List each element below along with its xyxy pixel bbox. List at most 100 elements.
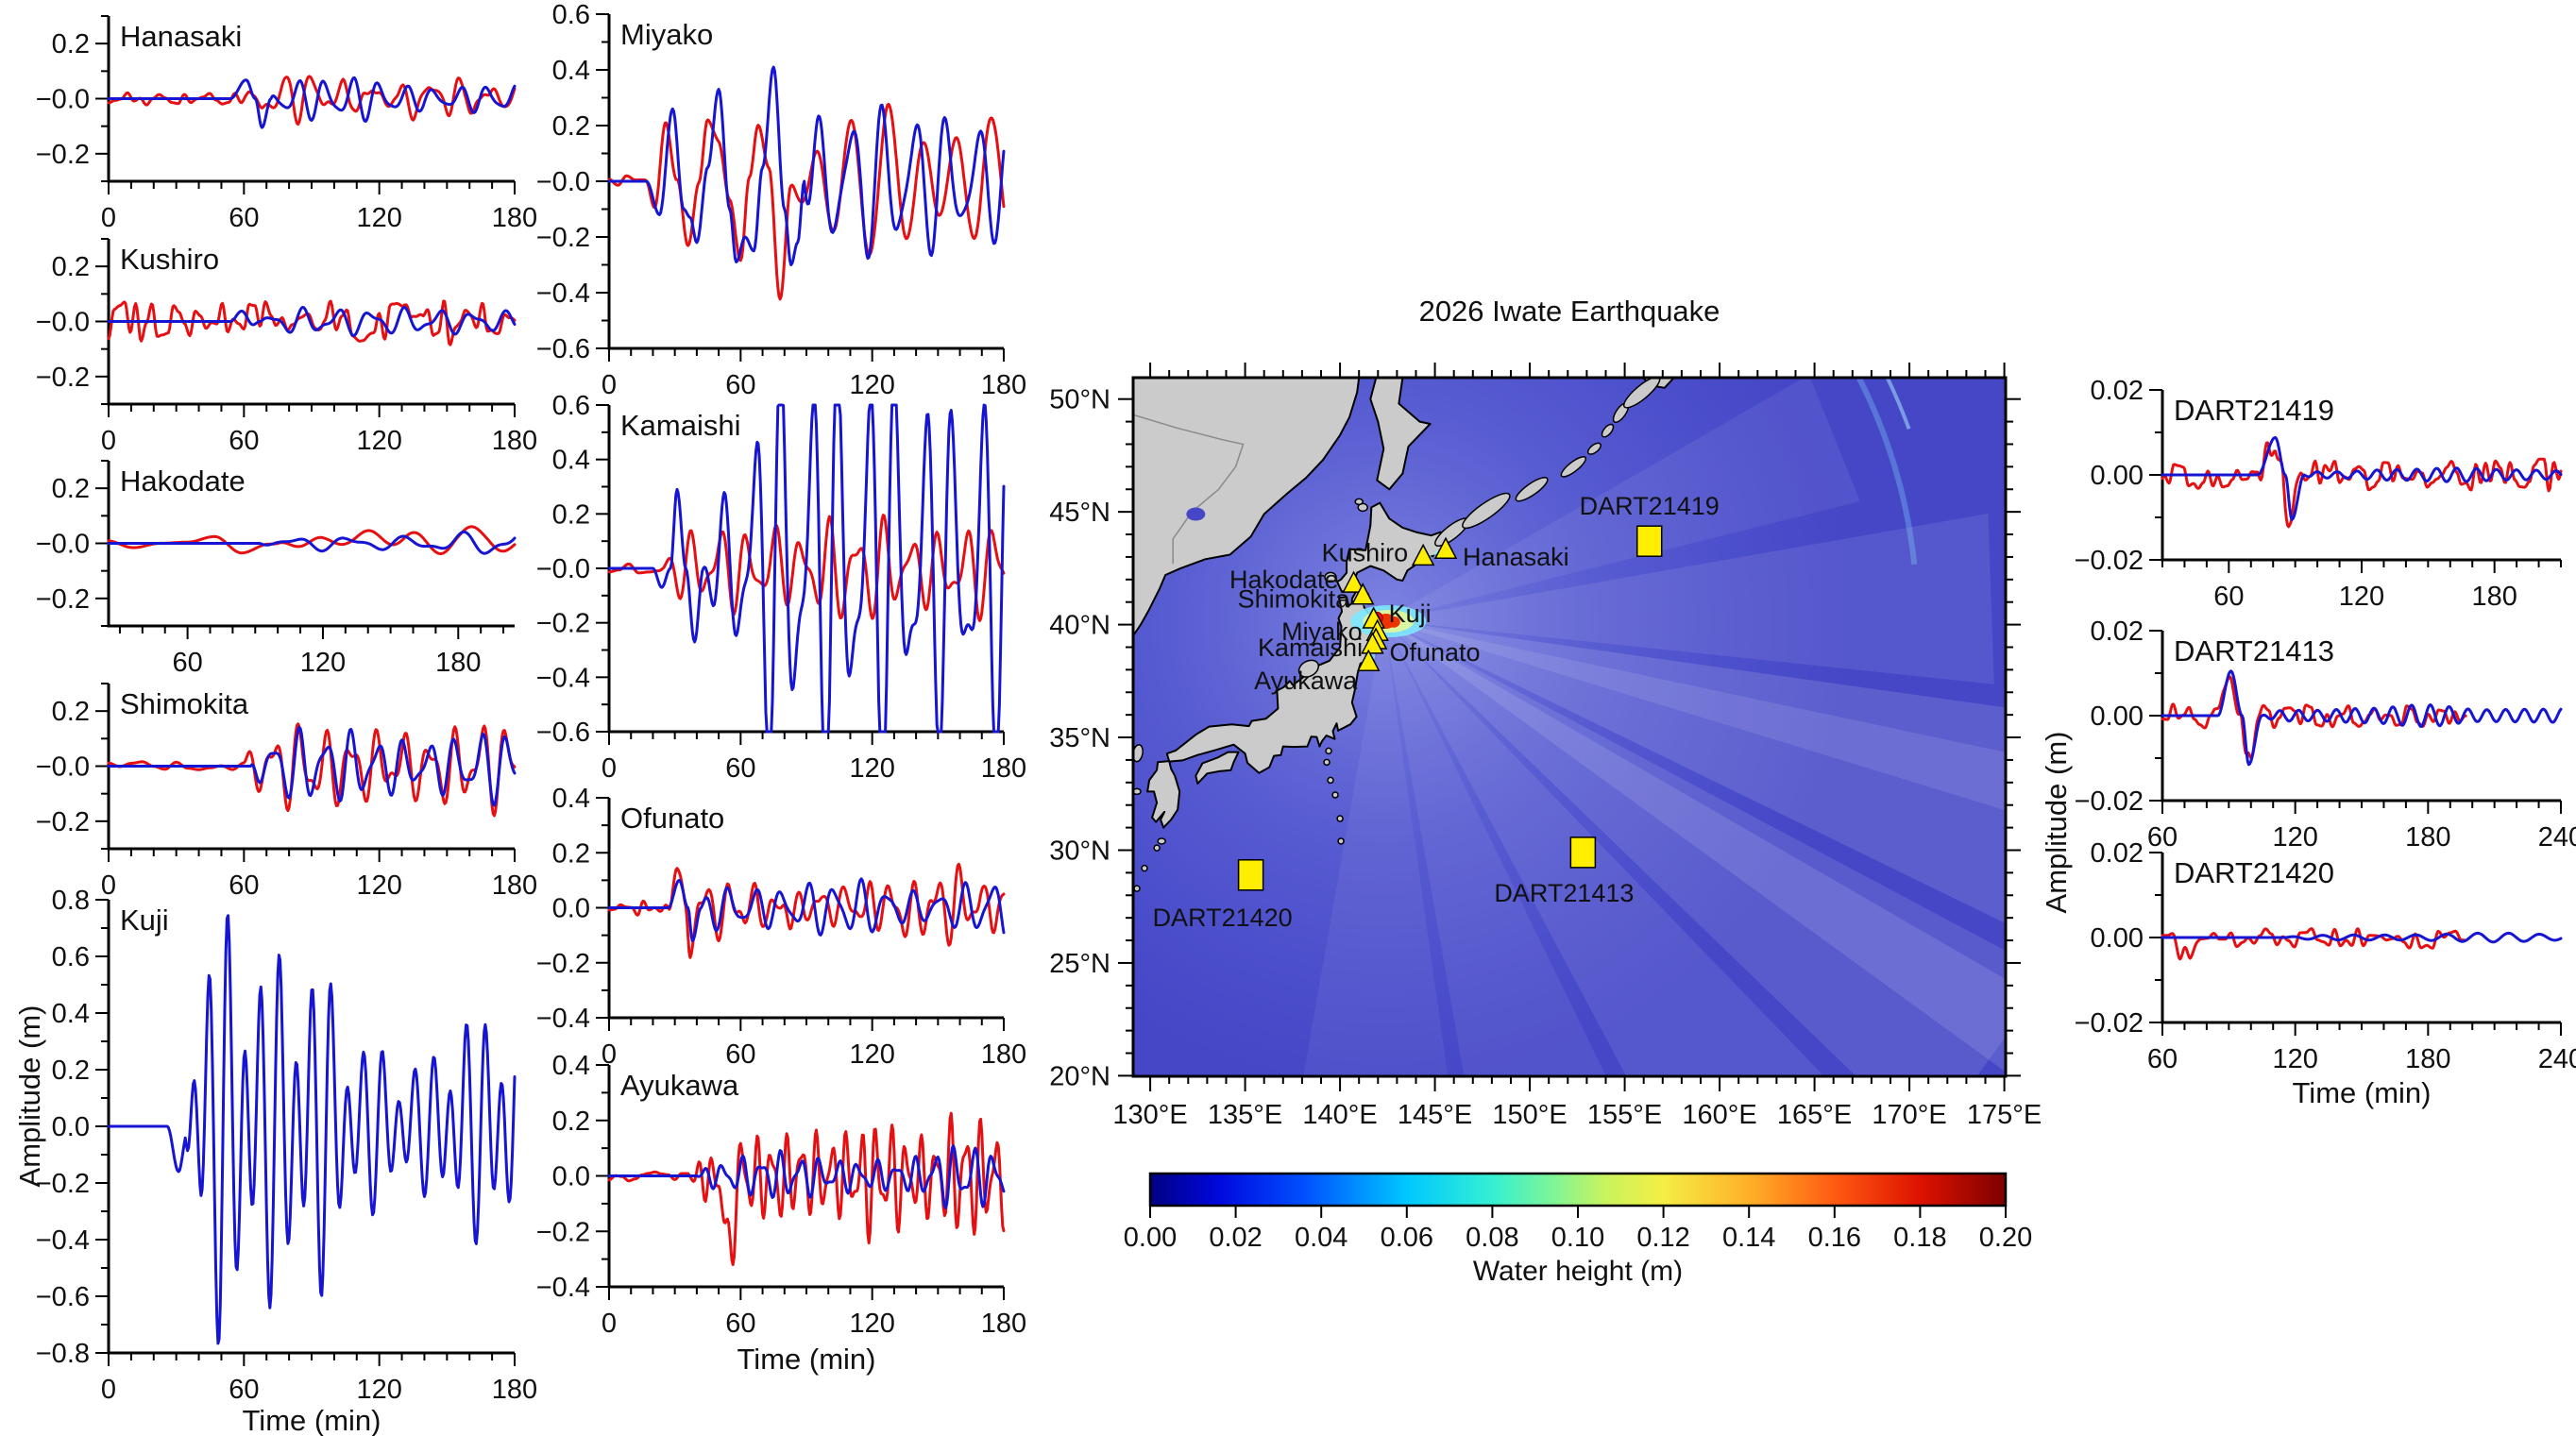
y-tick-label: −0.2 xyxy=(36,363,90,393)
y-tick-label: −0.4 xyxy=(36,1225,90,1256)
wave-beam xyxy=(1303,619,1449,1076)
wavefront-arc xyxy=(1885,378,1911,431)
x-tick-label: 60 xyxy=(172,648,202,678)
y-tick-label: 0.02 xyxy=(2091,617,2144,647)
land-mainland-asia xyxy=(1133,378,1361,637)
wavefront-arc xyxy=(1856,378,1918,566)
y-tick-label: 0.6 xyxy=(52,942,90,972)
panel-title-shimokita: Shimokita xyxy=(120,687,249,720)
colorbar-tick-label: 0.00 xyxy=(1124,1223,1177,1253)
lat-tick-label: 20°N xyxy=(1049,1061,1110,1091)
land-island xyxy=(1462,492,1511,530)
y-tick-label: −0.6 xyxy=(536,718,590,748)
panel-title-ayukawa: Ayukawa xyxy=(620,1069,739,1102)
land-island xyxy=(1336,815,1344,822)
y-tick-label: −0.4 xyxy=(536,1004,590,1034)
panel-kuji: 0.8 0.6 0.4 0.2 0.0 −0.2 −0.4 −0.6 −0.8 0 60 120 180… xyxy=(36,886,537,1405)
x-tick-label: 240 xyxy=(2538,1044,2576,1074)
land-kyushu xyxy=(1146,760,1181,829)
y-tick-label: 0.00 xyxy=(2091,701,2144,732)
simulated-trace xyxy=(107,306,517,337)
land-island xyxy=(1141,864,1148,872)
y-tick-label: 0.4 xyxy=(552,446,590,476)
x-tick-label: 180 xyxy=(492,426,537,456)
x-tick-label: 60 xyxy=(725,1039,755,1070)
amplitude-axis-label-dart: Amplitude (m) xyxy=(2040,731,2073,914)
observed-trace xyxy=(2161,441,2563,529)
x-tick-label: 120 xyxy=(849,370,894,400)
land-sakhalin xyxy=(1369,378,1432,491)
panel-title-kamaishi: Kamaishi xyxy=(620,409,741,442)
wave-beam xyxy=(1383,619,2006,1073)
y-tick-label: 0.4 xyxy=(552,56,590,86)
panel-title-dart21413: DART21413 xyxy=(2174,634,2334,667)
land-shikoku xyxy=(1195,751,1240,785)
land-island xyxy=(1601,423,1615,438)
x-tick-label: 60 xyxy=(229,203,259,233)
land-island xyxy=(1515,477,1549,502)
lon-tick-label: 170°E xyxy=(1872,1100,1946,1130)
x-tick-label: 60 xyxy=(229,1375,259,1405)
y-tick-label: −0.2 xyxy=(536,609,590,639)
map-title: 2026 Iwate Earthquake xyxy=(1418,295,1720,328)
lat-tick-label: 45°N xyxy=(1049,498,1110,528)
y-tick-label: −0.02 xyxy=(2075,546,2144,576)
y-tick-label: 0.0 xyxy=(552,1162,590,1192)
y-tick-label: 0.6 xyxy=(552,391,590,421)
x-tick-label: 120 xyxy=(356,203,401,233)
panel-hanasaki: 0.2 −0.0 −0.2 0 60 120 180 Hanasaki xyxy=(36,15,537,233)
x-tick-label: 240 xyxy=(2538,822,2576,853)
observed-trace xyxy=(607,862,1006,959)
lake xyxy=(1186,507,1206,521)
station-marker-hanasaki xyxy=(1433,536,1458,559)
colorbar-tick-label: 0.16 xyxy=(1808,1223,1861,1253)
wave-beam xyxy=(1383,619,1606,1076)
station-label-kushiro: Kushiro xyxy=(1322,538,1409,566)
wave-beam xyxy=(1383,619,2006,924)
lon-tick-label: 165°E xyxy=(1777,1100,1852,1130)
x-tick-label: 180 xyxy=(981,1309,1026,1339)
y-tick-label: −0.02 xyxy=(2075,786,2144,817)
x-tick-label: 180 xyxy=(2405,822,2450,853)
panel-title-hakodate: Hakodate xyxy=(120,465,246,498)
x-tick-label: 120 xyxy=(356,426,401,456)
x-tick-label: 120 xyxy=(849,753,894,784)
station-label-hanasaki: Hanasaki xyxy=(1463,543,1569,571)
observed-trace xyxy=(2161,675,2467,760)
dart-label-dart21419: DART21419 xyxy=(1580,492,1720,520)
x-tick-label: 180 xyxy=(435,648,481,678)
y-tick-label: 0.0 xyxy=(52,1112,90,1142)
station-label-ofunato: Ofunato xyxy=(1389,638,1480,667)
y-tick-label: −0.2 xyxy=(36,584,90,615)
y-tick-label: 0.2 xyxy=(52,252,90,282)
y-tick-label: −0.4 xyxy=(536,663,590,693)
observed-trace xyxy=(2161,927,2467,961)
x-tick-label: 120 xyxy=(356,1375,401,1405)
simulated-trace xyxy=(107,530,517,555)
y-tick-label: −0.4 xyxy=(536,279,590,309)
country-border xyxy=(1133,414,1245,565)
y-tick-label: −0.0 xyxy=(36,530,90,560)
panel-miyako: 0.6 0.4 0.2 −0.0 −0.2 −0.4 −0.6 0 60 120 180 Miyako xyxy=(536,0,1026,400)
y-tick-label: 0.6 xyxy=(552,0,590,30)
colorbar: 0.00 0.02 0.04 0.06 0.08 0.10 0.12 0.14 0.16 0.18… xyxy=(1124,1172,2032,1253)
station-marker-hakodate xyxy=(1342,570,1365,593)
panel-title-hanasaki: Hanasaki xyxy=(120,20,242,53)
lat-tick-label: 25°N xyxy=(1049,949,1110,979)
x-tick-label: 180 xyxy=(492,203,537,233)
y-tick-label: 0.2 xyxy=(552,499,590,530)
panel-title-dart21420: DART21420 xyxy=(2174,856,2334,889)
colorbar-tick-label: 0.02 xyxy=(1209,1223,1262,1253)
y-tick-label: 0.2 xyxy=(52,474,90,504)
lat-tick-label: 50°N xyxy=(1049,385,1110,415)
y-tick-label: −0.6 xyxy=(536,334,590,364)
colorbar-tick-label: 0.10 xyxy=(1551,1223,1604,1253)
colorbar-tick-label: 0.06 xyxy=(1381,1223,1433,1253)
lon-tick-label: 140°E xyxy=(1302,1100,1377,1130)
y-tick-label: 0.4 xyxy=(52,999,90,1029)
simulated-trace xyxy=(607,403,1006,734)
wave-beam xyxy=(1383,619,2006,1076)
y-tick-label: −0.4 xyxy=(536,1273,590,1303)
y-tick-label: −0.8 xyxy=(36,1339,90,1369)
